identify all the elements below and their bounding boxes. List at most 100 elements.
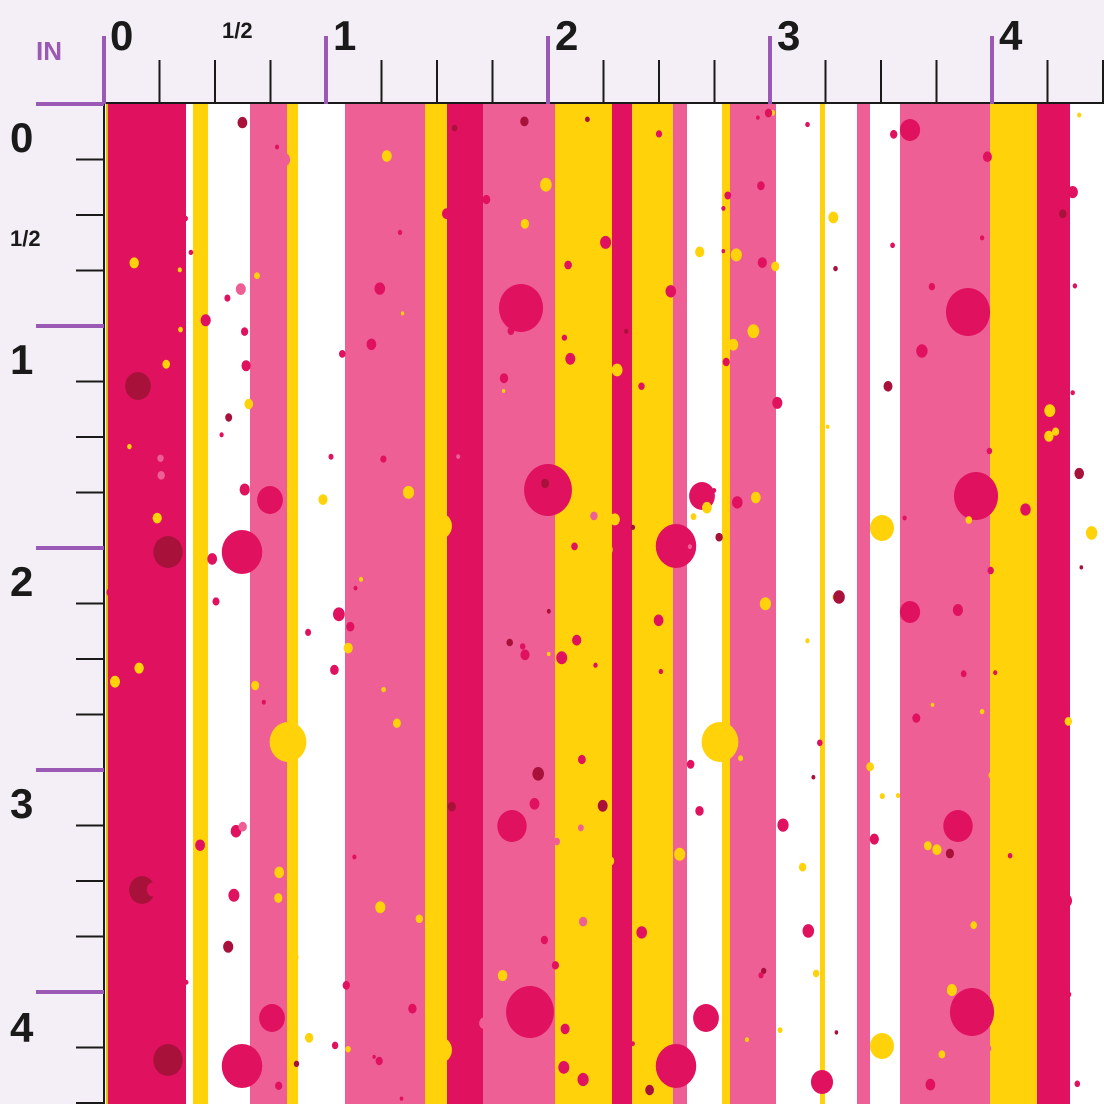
dot — [581, 518, 585, 523]
dot — [655, 130, 663, 138]
dot — [695, 806, 704, 816]
dot — [674, 847, 686, 861]
dot — [578, 824, 584, 832]
dot — [1067, 186, 1078, 199]
dot — [693, 1004, 719, 1032]
dot — [596, 158, 602, 165]
dot — [184, 979, 189, 985]
stripe — [345, 104, 425, 1104]
dot — [802, 924, 815, 938]
dot — [565, 352, 576, 365]
stripe — [632, 104, 673, 1104]
dot — [600, 235, 612, 249]
dot — [289, 757, 295, 765]
dot — [649, 434, 654, 440]
dot — [895, 793, 901, 799]
dot — [375, 901, 386, 914]
dot — [630, 524, 636, 530]
dot — [585, 116, 590, 123]
dot — [923, 841, 932, 851]
dot — [925, 1078, 936, 1091]
dot — [1003, 298, 1015, 312]
dot — [731, 473, 738, 481]
dot — [219, 432, 224, 438]
dot — [290, 952, 299, 962]
dot — [380, 455, 387, 463]
dot — [241, 360, 251, 372]
dot — [777, 1027, 783, 1033]
dot — [129, 257, 139, 269]
dot — [890, 129, 898, 139]
dot — [110, 675, 120, 688]
dot — [660, 396, 671, 409]
dot — [497, 810, 527, 842]
dot — [497, 970, 508, 982]
dot — [558, 1061, 570, 1074]
dot — [275, 1081, 283, 1091]
dot — [597, 799, 608, 812]
dot — [561, 334, 568, 341]
dot — [230, 824, 242, 838]
dot — [833, 590, 845, 604]
dot — [560, 1023, 570, 1035]
dot — [532, 767, 544, 781]
dot — [690, 513, 697, 521]
dot — [952, 604, 964, 616]
dot — [949, 988, 995, 1036]
dot — [352, 854, 357, 860]
dot — [758, 972, 764, 979]
dot — [721, 206, 726, 211]
dot — [655, 1044, 697, 1088]
dot — [399, 1096, 404, 1101]
dot — [638, 941, 645, 949]
dot — [106, 588, 114, 597]
stripe — [193, 104, 208, 1104]
dot — [571, 542, 578, 551]
dot — [866, 762, 874, 772]
dot — [1065, 991, 1072, 998]
stripe — [298, 104, 345, 1104]
dot — [1022, 956, 1033, 968]
dot — [930, 702, 935, 707]
dot — [636, 926, 647, 939]
dot — [278, 152, 291, 167]
left-label-4: 4 — [10, 1004, 34, 1051]
dot — [224, 294, 231, 302]
dot — [721, 249, 726, 254]
unit-label: IN — [36, 36, 62, 66]
dot — [744, 1037, 750, 1043]
dot — [375, 1056, 383, 1066]
stripe — [870, 104, 900, 1104]
dot — [564, 260, 572, 270]
dot — [533, 174, 538, 179]
dot — [578, 754, 586, 765]
dot — [261, 699, 266, 705]
dot — [945, 848, 955, 859]
dot — [761, 967, 767, 975]
dot — [905, 835, 917, 849]
dot — [590, 511, 598, 521]
dot — [254, 272, 260, 280]
top-label-2: 2 — [555, 12, 579, 59]
dot — [170, 458, 177, 466]
stripe — [555, 104, 612, 1104]
dot — [928, 282, 936, 291]
dot — [982, 151, 992, 162]
dot — [346, 621, 355, 632]
dot — [979, 708, 985, 715]
dot — [479, 1017, 489, 1029]
dot — [318, 494, 328, 505]
dot — [883, 381, 893, 392]
stripe — [776, 104, 820, 1104]
dot — [331, 1041, 339, 1050]
left-label-half: 1/2 — [10, 226, 41, 251]
dot — [378, 1025, 388, 1037]
dot — [1070, 390, 1075, 396]
dot — [457, 597, 479, 619]
dot-layer — [106, 106, 1098, 1101]
dot — [757, 181, 765, 191]
dot — [305, 628, 312, 637]
dot — [546, 608, 551, 614]
dot — [239, 483, 250, 496]
